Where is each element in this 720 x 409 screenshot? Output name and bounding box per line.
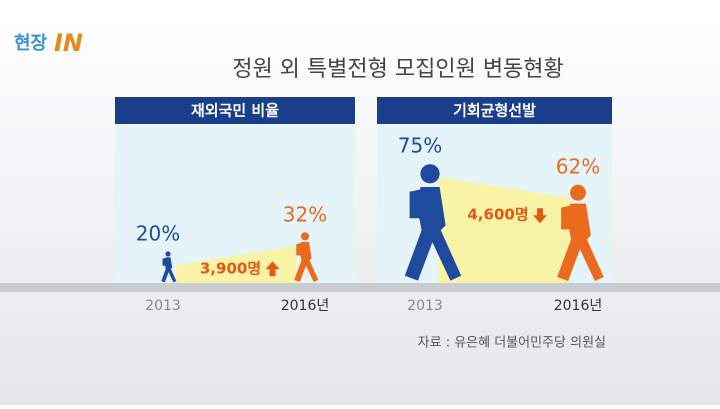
trend-area: [438, 177, 570, 283]
person-figure: [294, 232, 319, 282]
panel-header: [377, 97, 612, 124]
x-tick-label: 2013: [407, 298, 443, 314]
trend-area: [176, 245, 297, 283]
logo: 현장: [14, 33, 48, 54]
person-head: [570, 184, 586, 201]
value-label: 62%: [556, 154, 600, 178]
source: 자료 : 유은혜 더불어민주당 의원실: [418, 336, 606, 351]
annotation: 4,600명: [467, 206, 528, 224]
ground-band: [0, 283, 720, 292]
person-head: [165, 251, 171, 257]
person-head: [420, 164, 440, 184]
panel-title: 재외국민 비율: [191, 102, 279, 120]
person-head: [300, 232, 310, 241]
trend-arrow: [533, 208, 547, 224]
person-body: [294, 242, 319, 282]
person-figure: [161, 251, 177, 283]
x-tick-label: 2016년: [554, 298, 603, 314]
person-figure: [404, 164, 462, 281]
annotation: 3,900명: [200, 260, 261, 278]
x-tick-label: 2016년: [281, 298, 330, 314]
panel-header: [115, 97, 355, 124]
title: 정원 외 특별전형 모집인원 변동현황: [232, 57, 564, 82]
panel-title: 기회균형선발: [453, 102, 536, 120]
value-label: 32%: [283, 202, 327, 226]
person-figure: [557, 184, 604, 282]
logo: IN: [54, 29, 83, 57]
person-body: [161, 257, 177, 283]
person-body: [557, 203, 604, 282]
trend-arrow: [265, 261, 280, 277]
value-label: 20%: [136, 222, 180, 246]
person-body: [404, 187, 462, 281]
value-label: 75%: [398, 134, 442, 158]
x-tick-label: 2013: [145, 298, 181, 314]
